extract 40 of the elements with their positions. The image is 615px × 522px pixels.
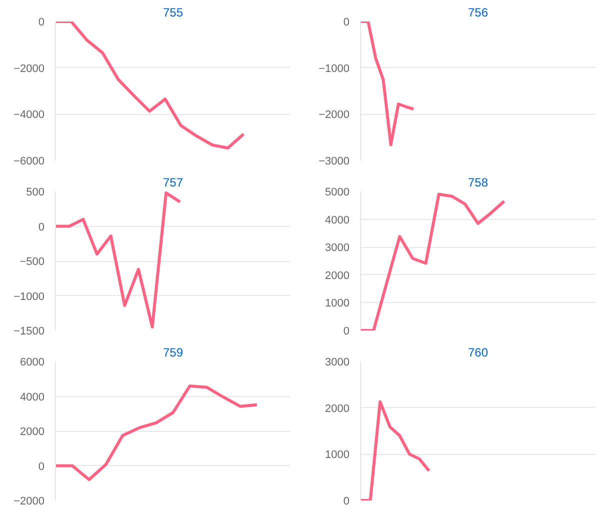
- y-tick-label: 2000: [325, 270, 350, 282]
- y-tick-label: −6000: [14, 156, 45, 168]
- chart-title: 757: [162, 176, 184, 190]
- y-tick-label: −500: [20, 256, 45, 268]
- chart-title: 759: [162, 346, 184, 360]
- y-tick-label: −4000: [14, 109, 45, 122]
- y-tick-label: 1000: [325, 449, 350, 462]
- line-series: [360, 192, 506, 330]
- y-tick-label: −3000: [318, 156, 350, 168]
- y-tick-label: 5000: [325, 186, 350, 198]
- y-tick-label: 6000: [20, 356, 45, 368]
- line-series: [56, 22, 245, 150]
- y-tick-label: 0: [343, 16, 350, 28]
- y-tick-label: 2000: [20, 426, 45, 438]
- line-series: [360, 400, 431, 500]
- y-tick-label: 0: [38, 221, 45, 234]
- y-tick-label: 4000: [20, 391, 45, 404]
- chart-title: 758: [468, 176, 488, 190]
- y-tick-label: −2000: [14, 62, 45, 75]
- y-tick-label: −2000: [318, 109, 350, 122]
- line-series: [56, 384, 258, 482]
- line-series: [360, 22, 416, 146]
- line-series: [56, 192, 182, 329]
- chart-title: 756: [468, 6, 488, 20]
- y-tick-label: 0: [38, 16, 45, 28]
- y-tick-label: 500: [26, 186, 45, 198]
- y-tick-label: 4000: [325, 214, 350, 226]
- y-tick-label: 0: [343, 326, 350, 338]
- y-tick-label: −2000: [14, 496, 45, 508]
- y-tick-label: 0: [343, 496, 350, 508]
- y-tick-label: 3000: [325, 242, 350, 254]
- y-tick-label: 1000: [325, 298, 350, 310]
- y-tick-label: −1000: [318, 62, 350, 75]
- chart-title: 755: [162, 6, 184, 20]
- y-tick-label: 3000: [325, 356, 350, 368]
- y-tick-label: 0: [38, 460, 45, 473]
- y-tick-label: 2000: [325, 402, 350, 415]
- chart-title: 760: [468, 346, 488, 360]
- y-tick-label: −1500: [14, 326, 45, 338]
- y-tick-label: −1000: [14, 290, 45, 303]
